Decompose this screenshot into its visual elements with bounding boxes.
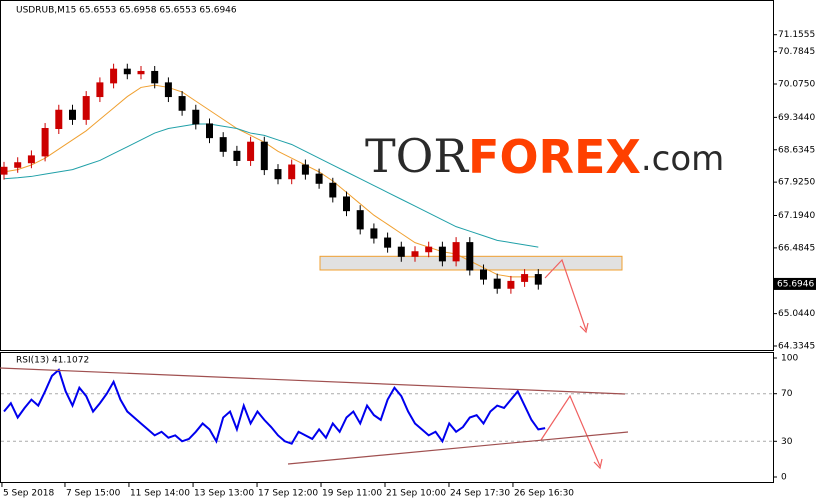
candle-body <box>14 162 22 168</box>
y-tick-label: 67.1940 <box>778 211 815 221</box>
candle-body <box>164 82 172 98</box>
moving-average <box>3 123 539 248</box>
x-tick-label: 5 Sep 2018 <box>3 489 55 499</box>
candle-body <box>493 278 501 289</box>
watermark-right: FOREX <box>468 130 641 184</box>
price-panel <box>0 0 774 351</box>
current-price-box <box>774 277 816 290</box>
x-tick-label: 11 Sep 14:00 <box>130 489 190 499</box>
candle-body <box>466 242 474 271</box>
x-tick-label: 19 Sep 11:00 <box>322 489 382 499</box>
candle-body <box>343 196 350 212</box>
y-tick-label: 70.0750 <box>778 80 815 90</box>
x-tick-label: 21 Sep 10:00 <box>386 489 446 499</box>
candle-body <box>0 166 8 175</box>
y-tick-label: 70 <box>781 389 793 399</box>
watermark: TORFOREX.com <box>365 129 724 184</box>
y-tick-label: 71.1555 <box>778 30 815 40</box>
candle-body <box>370 228 378 239</box>
watermark-left: TOR <box>365 129 469 183</box>
candle-body <box>356 210 364 230</box>
forecast-arrows <box>540 258 603 470</box>
candle-body <box>260 141 268 171</box>
candle-body <box>507 280 515 289</box>
candle-body <box>55 109 63 130</box>
y-tick-label: 100 <box>781 354 798 364</box>
y-tick-label: 66.4845 <box>778 243 815 253</box>
y-tick-label: 70.7845 <box>778 47 815 57</box>
x-tick-label: 17 Sep 12:00 <box>258 489 318 499</box>
candle-body <box>110 68 118 84</box>
candle-body <box>411 251 419 257</box>
rsi-trend-lower <box>287 431 629 465</box>
candle-body <box>452 242 460 262</box>
y-tick-label: 68.6345 <box>778 145 815 155</box>
y-tick-label: 65.0440 <box>778 309 815 319</box>
rsi-line <box>3 368 546 445</box>
candle-body <box>425 246 433 253</box>
moving-average <box>3 84 539 278</box>
candle-body <box>123 68 131 75</box>
candle-body <box>27 155 35 164</box>
candle-body <box>206 123 213 139</box>
y-tick-label: 69.3440 <box>778 113 815 123</box>
candle-body <box>288 164 296 180</box>
y-tick-label: 64.3345 <box>778 342 815 352</box>
candle-body <box>315 173 323 184</box>
candle-body <box>82 96 90 120</box>
rsi-title: RSI(13) 41.1072 <box>16 356 89 366</box>
chart-title: USDRUB,M15 65.6553 65.6958 65.6553 65.69… <box>16 6 237 16</box>
x-tick-label: 13 Sep 13:00 <box>194 489 254 499</box>
candle-body <box>178 96 186 111</box>
x-tick-label: 24 Sep 17:30 <box>450 489 510 499</box>
rsi-panel <box>0 352 774 483</box>
watermark-suffix: .com <box>641 139 724 179</box>
candle-body <box>274 169 282 180</box>
candle-body <box>438 246 446 262</box>
candle-body <box>233 150 241 161</box>
candle-body <box>521 274 529 282</box>
candle-body <box>397 246 405 257</box>
candle-body <box>219 137 227 152</box>
candle-body <box>69 109 76 120</box>
y-tick-label: 67.9250 <box>778 178 815 188</box>
candle-body <box>151 70 159 84</box>
rsi-trend-upper <box>0 367 626 395</box>
price-arrow <box>544 258 587 331</box>
candle-body <box>480 269 487 280</box>
candle-body <box>137 70 145 75</box>
candle-body <box>384 237 392 248</box>
price-arrow-head <box>579 322 589 334</box>
candle-body <box>301 164 309 175</box>
candle-body <box>534 274 542 285</box>
candle-body <box>329 182 337 198</box>
candle-body <box>247 141 255 161</box>
candle-body <box>192 109 200 125</box>
x-tick-label: 26 Sep 16:30 <box>514 489 574 499</box>
y-tick-label: 0 <box>781 473 787 483</box>
rsi-arrow-head <box>593 458 603 470</box>
current-price-label: 65.6946 <box>777 279 814 289</box>
candle-body <box>96 82 104 98</box>
x-tick-label: 7 Sep 15:00 <box>66 489 121 499</box>
y-tick-label: 30 <box>781 437 793 447</box>
plot-layer: 71.1555 70.7845 70.0750 69.3440 68.6345 67.92… <box>0 30 816 499</box>
rsi-arrow <box>540 394 601 467</box>
candle-body <box>41 128 49 157</box>
